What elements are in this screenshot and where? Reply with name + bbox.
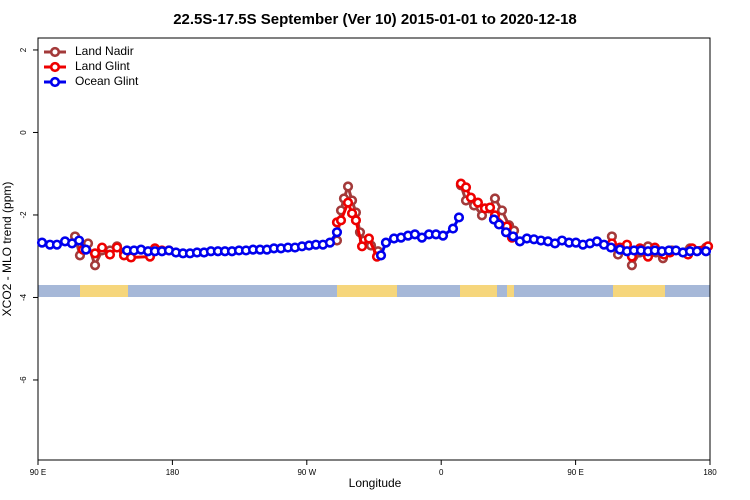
data-point	[324, 237, 336, 248]
data-point	[460, 182, 472, 193]
land-band	[460, 285, 497, 297]
data-point	[342, 197, 354, 208]
data-point	[700, 246, 712, 257]
data-point	[496, 205, 508, 216]
legend-label: Land Nadir	[75, 44, 134, 58]
legend-label: Land Glint	[75, 59, 130, 73]
data-point	[51, 239, 63, 250]
data-point	[380, 237, 392, 248]
x-tick-label: 180	[703, 468, 717, 477]
data-point	[73, 235, 85, 246]
data-point	[375, 250, 387, 261]
data-point	[507, 231, 519, 242]
data-point	[104, 249, 116, 260]
data-point	[89, 248, 101, 259]
legend-marker	[49, 76, 61, 88]
data-point	[350, 215, 362, 226]
land-band	[613, 285, 665, 297]
data-point	[691, 246, 703, 257]
data-point	[472, 197, 484, 208]
y-tick-label: -6	[19, 376, 28, 384]
data-point	[36, 237, 48, 248]
surface-mask	[38, 285, 710, 297]
x-axis-label: Longitude	[349, 476, 402, 490]
land-band	[80, 285, 128, 297]
y-axis-label: XCO2 - MLO trend (ppm)	[0, 182, 14, 317]
data-point	[626, 260, 637, 271]
data-point	[335, 215, 347, 226]
data-point	[500, 227, 512, 238]
x-tick-label: 180	[166, 468, 180, 477]
y-tick-label: 2	[19, 47, 28, 52]
legend-marker	[49, 46, 61, 58]
data-point	[111, 242, 123, 253]
land-band	[507, 285, 514, 297]
data-point	[80, 244, 92, 255]
data-point	[484, 202, 496, 213]
x-tick-label: 0	[439, 468, 444, 477]
legend-marker	[49, 61, 61, 73]
data-point	[342, 181, 354, 192]
data-point	[465, 192, 477, 203]
land-band	[337, 285, 397, 297]
data-point	[437, 230, 449, 241]
data-point	[363, 233, 375, 244]
x-tick-label: 90 W	[297, 468, 316, 477]
data-point	[447, 223, 459, 234]
data-point	[489, 193, 501, 204]
series-line	[73, 181, 707, 270]
data-point	[356, 241, 368, 252]
chart-title: 22.5S-17.5S September (Ver 10) 2015-01-0…	[173, 11, 577, 28]
data-point	[89, 260, 101, 271]
y-tick-label: -4	[19, 293, 28, 301]
x-tick-label: 90 E	[567, 468, 583, 477]
data-point	[493, 219, 505, 230]
y-tick-label: -2	[19, 211, 28, 219]
x-tick-label: 90 E	[30, 468, 46, 477]
y-tick-label: 0	[19, 130, 28, 135]
legend-label: Ocean Glint	[75, 74, 139, 88]
data-point	[331, 227, 343, 238]
data-point	[605, 242, 617, 253]
data-point	[96, 242, 108, 253]
data-point	[453, 212, 465, 223]
